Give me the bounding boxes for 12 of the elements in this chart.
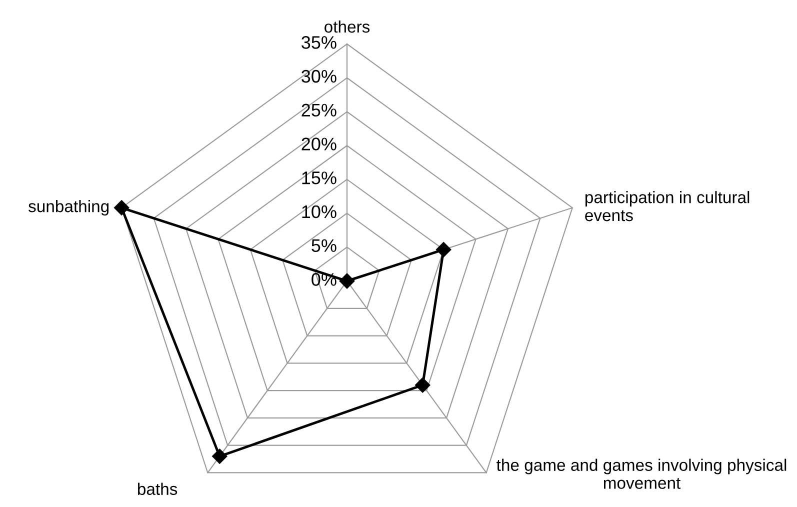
y-tick-label: 35% [302, 36, 336, 49]
y-tick-label: 15% [302, 172, 336, 184]
spoke-label: the game and games involving physical movement [496, 458, 786, 489]
y-tick-label: 5% [312, 239, 336, 252]
y-tick-label: 20% [302, 138, 336, 150]
y-tick-label: 30% [302, 70, 336, 83]
y-tick-label: 25% [302, 104, 336, 117]
spoke-label: others [324, 20, 370, 33]
spoke-label: baths [138, 482, 178, 495]
spoke-label: participation in cultural events [585, 191, 750, 222]
y-tick-label: 10% [302, 205, 336, 218]
spoke-label: sunbathing [28, 200, 109, 216]
